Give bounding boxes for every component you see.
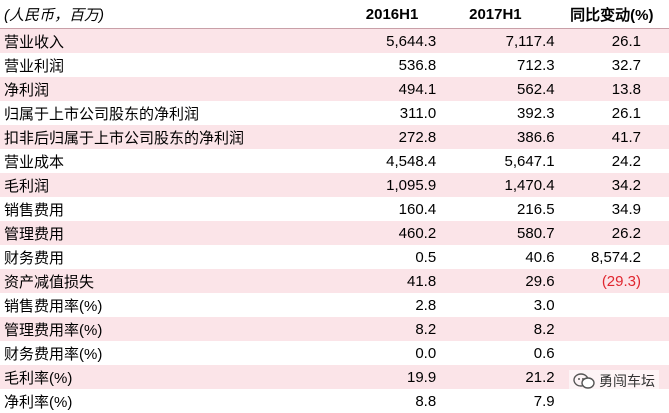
cell: 0.0 [415,344,437,362]
cell: 460.2 [327,221,437,245]
cell: (29.3) [554,269,669,293]
cell: 21.2 [436,365,555,389]
cell: 562.4 [436,77,555,101]
header-cell: 2016H1 [327,0,437,29]
cell: 26.1 [554,28,669,53]
watermark-text: 勇闯车坛 [599,373,655,389]
cell [555,341,669,365]
cell: 5,647.1 [504,152,555,170]
table-row: 扣非后归属于上市公司股东的净利润 272.8 386.6 41.7 [0,125,669,149]
cell: 536.8 [398,56,437,74]
table-row: 资产减值损失 41.8 29.6 (29.3) [0,269,669,293]
cell: 7,117.4 [436,28,555,53]
cell: 41.8 [327,269,437,293]
row-label: 营业收入 [0,28,328,53]
cell: 26.1 [611,104,641,122]
cell: 40.6 [525,248,555,266]
table-row: 净利率(%) 8.8 7.9 [0,389,669,413]
cell [554,317,669,341]
table-row: 毛利润 1,095.9 1,470.4 34.2 [0,173,669,197]
cell: 3.0 [533,296,555,314]
header-cell: 2017H1 [436,0,555,29]
row-label: 营业成本 [4,153,65,171]
table-row: 管理费用率(%) 8.2 8.2 [0,317,669,341]
cell: 712.3 [517,56,555,74]
row-label: 扣非后归属于上市公司股东的净利润 [0,125,328,149]
cell: 2.8 [415,296,437,314]
table-row: 管理费用 460.2 580.7 26.2 [0,221,669,245]
row-label: 销售费用率(%) [4,297,103,315]
header-cell: 同比变动(%) [554,0,669,29]
cell [555,389,669,413]
cell: 1,470.4 [436,173,555,197]
cell: 8.2 [327,317,437,341]
cell: 386.6 [436,125,555,149]
table-row: 财务费用 0.5 40.6 8,574.2 [0,245,669,269]
cell: 392.3 [517,104,555,122]
cell: 311.0 [399,104,437,122]
cell: 4,548.4 [386,152,437,170]
row-label: 毛利率(%) [0,365,328,389]
table-row: 净利润 494.1 562.4 13.8 [0,77,669,101]
table-row: 营业收入 5,644.3 7,117.4 26.1 [0,28,669,53]
cell: 34.2 [554,173,669,197]
cell: 7.9 [533,392,555,410]
cell: 41.7 [554,125,669,149]
row-label: 财务费用 [4,249,65,267]
table-row: 销售费用 160.4 216.5 34.9 [0,197,669,221]
cell: 26.2 [554,221,669,245]
cell: 8,574.2 [590,248,641,266]
cell: 8.8 [415,392,437,410]
cell: 494.1 [327,77,437,101]
header-cell: (人民币，百万) [0,0,328,29]
cell: 580.7 [436,221,555,245]
row-label: 归属于上市公司股东的净利润 [4,105,200,123]
table-row: 销售费用率(%) 2.8 3.0 [0,293,669,317]
cell: 272.8 [327,125,437,149]
row-label: 营业利润 [4,57,65,75]
watermark: 勇闯车坛 [569,370,659,392]
row-label: 资产减值损失 [0,269,328,293]
cell: 13.8 [554,77,669,101]
cell: 1,095.9 [327,173,437,197]
header-row: (人民币，百万) 2016H1 2017H1 同比变动(%) [0,0,669,29]
cell: 24.2 [611,152,641,170]
cell: 29.6 [436,269,555,293]
row-label: 销售费用 [4,201,65,219]
row-label: 净利率(%) [4,393,73,411]
row-label: 管理费用率(%) [0,317,328,341]
row-label: 净利润 [0,77,328,101]
cell: 34.9 [611,200,641,218]
cell: 160.4 [398,200,437,218]
cell: 0.6 [533,344,555,362]
table-row: 营业成本 4,548.4 5,647.1 24.2 [0,149,669,173]
cell: 0.5 [415,248,437,266]
cell [555,293,669,317]
table-row: 财务费用率(%) 0.0 0.6 [0,341,669,365]
cell: 19.9 [327,365,437,389]
watermark-icon [573,373,595,389]
row-label: 毛利润 [0,173,328,197]
cell: 216.5 [517,200,555,218]
table-row: 归属于上市公司股东的净利润 311.0 392.3 26.1 [0,101,669,125]
table-row: 营业利润 536.8 712.3 32.7 [0,53,669,77]
row-label: 财务费用率(%) [4,345,103,363]
cell: 8.2 [436,317,555,341]
row-label: 管理费用 [0,221,328,245]
cell: 5,644.3 [327,28,437,53]
cell: 32.7 [611,56,641,74]
